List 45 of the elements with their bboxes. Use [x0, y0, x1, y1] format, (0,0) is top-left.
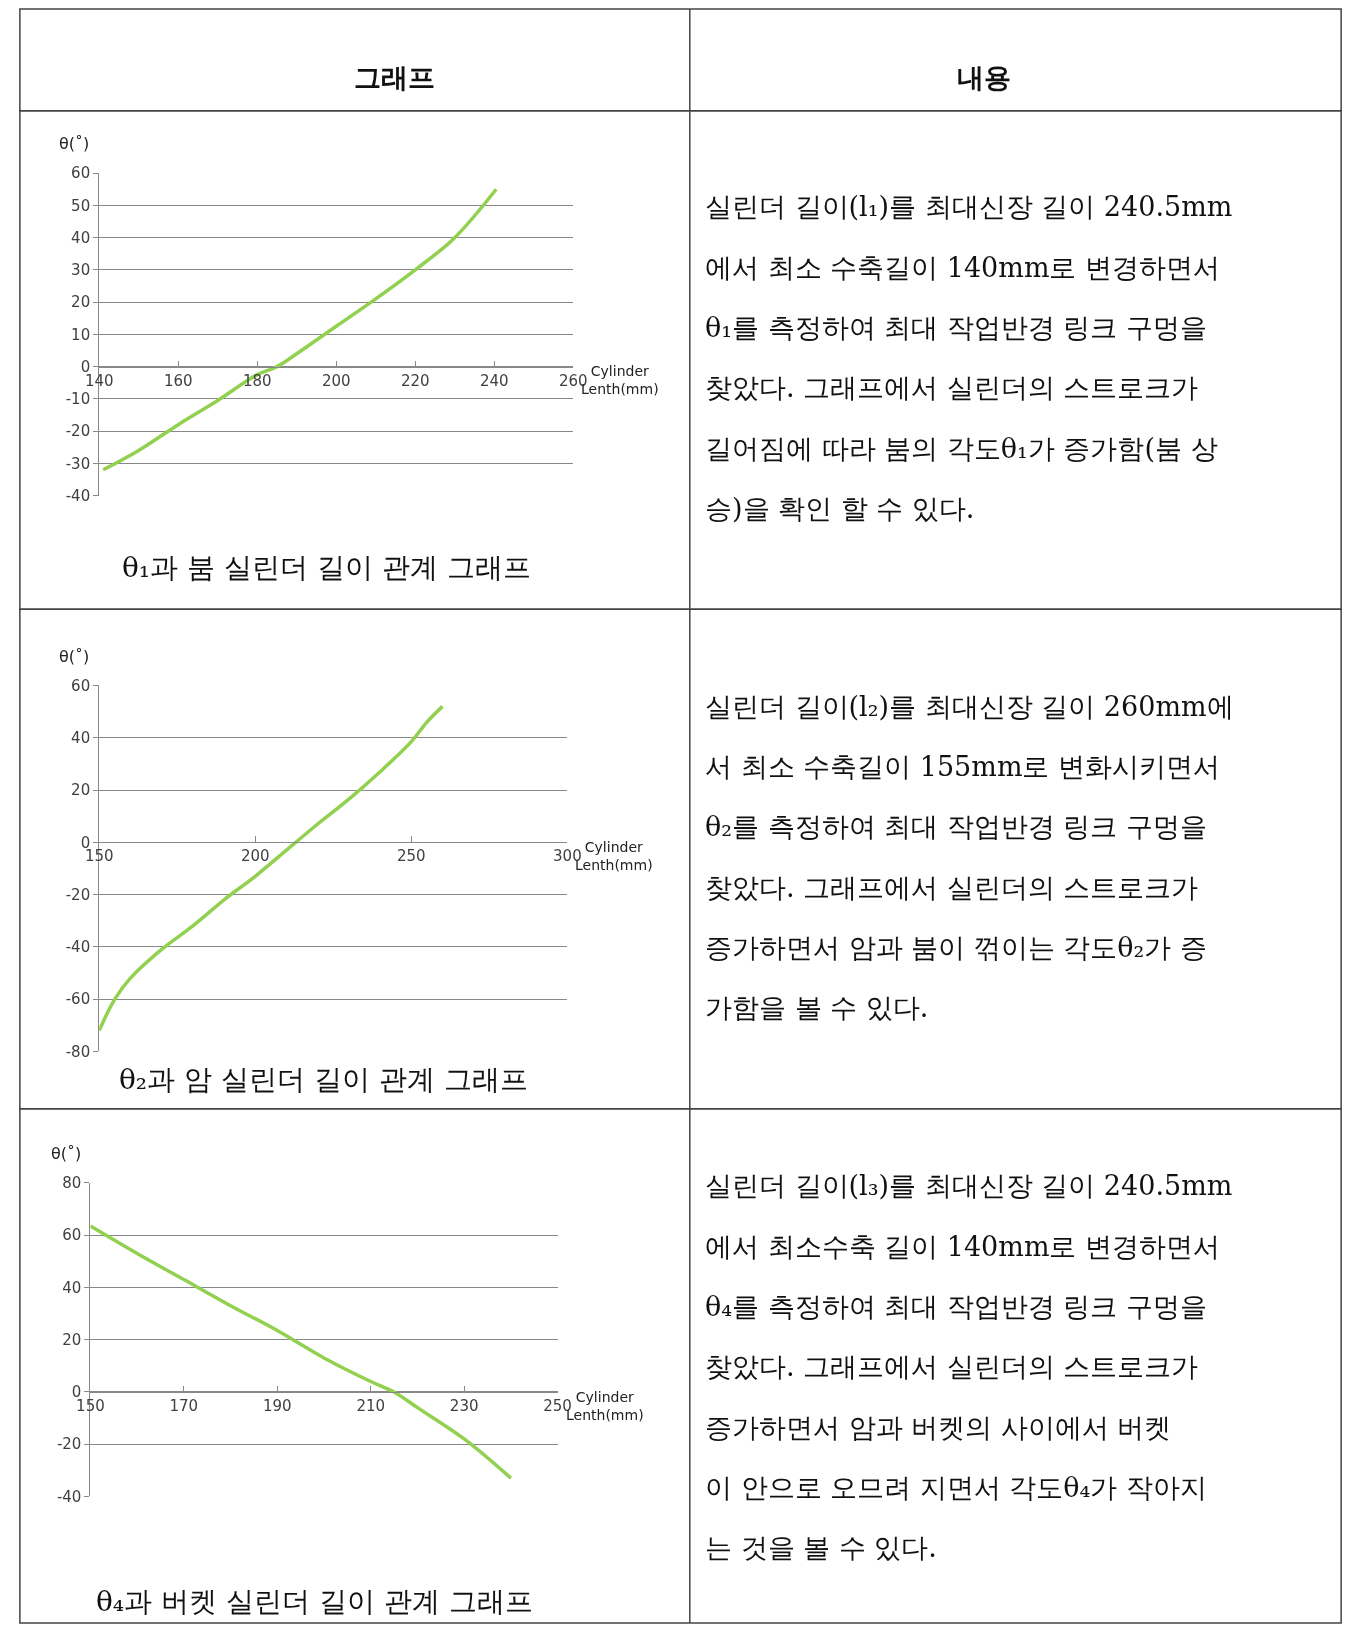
- y-tick-label: 20: [71, 293, 91, 312]
- x-tick-label: 180: [242, 371, 272, 390]
- x-tick-label: 200: [321, 371, 351, 390]
- x-tick-label: 200: [240, 847, 270, 866]
- text: θ₂과 암 실린더 길이 관계 그래프: [119, 1063, 528, 1096]
- y-axis-title: θ(˚): [51, 1144, 82, 1163]
- y-tick-label: -40: [65, 938, 91, 957]
- text: 내용: [957, 62, 1011, 93]
- y-tick-label: -60: [65, 990, 91, 1009]
- y-tick-label: 20: [71, 781, 91, 800]
- x-tick-label: 160: [163, 371, 193, 390]
- y-tick-label: 80: [62, 1174, 82, 1193]
- y-tick-label: -10: [65, 390, 91, 409]
- y-tick-label: 40: [71, 228, 91, 247]
- x-tick-label: 170: [169, 1396, 199, 1415]
- y-axis-title: θ(˚): [59, 134, 90, 153]
- x-tick-label: 210: [356, 1396, 386, 1415]
- y-tick-label: -40: [65, 486, 91, 505]
- text: θ₁과 붐 실린더 길이 관계 그래프: [122, 551, 531, 584]
- y-tick-label: 60: [62, 1226, 82, 1245]
- y-tick-label: -20: [56, 1435, 82, 1454]
- y-tick-label: -40: [56, 1487, 82, 1506]
- x-tick-label: 250: [397, 847, 426, 866]
- y-tick-label: 60: [71, 676, 91, 695]
- text: 실린더 길이(l₂)를 최대신장 길이 260mm에 서 최소 수축길이 155mm로 변화시키면서 θ₂를 측정하여 최대 작업반경 링크 구멍을 찾았다. 그래프에서 실린더의 스트로크가 증가하면서 암과 붐이 꺾이는 각도θ₂가 증 가함을 볼 수 있다.: [705, 691, 1234, 1023]
- text: 실린더 길이(l₁)를 최대신장 길이 240.5mm 에서 최소 수축길이 140mm로 변경하면서 θ₁를 측정하여 최대 작업반경 링크 구멍을 찾았다. 그래프에서 실린더의 스트로크가 길어짐에 따라 붐의 각도θ₁가 증가함(붐 상 승)을 확인 할 수 있다.: [705, 191, 1233, 524]
- y-tick-label: -80: [65, 1042, 91, 1061]
- y-tick-label: -20: [65, 422, 91, 441]
- x-tick-label: 220: [400, 371, 430, 390]
- y-tick-label: -20: [65, 885, 91, 904]
- y-tick-label: 30: [71, 261, 91, 280]
- y-tick-label: 40: [71, 728, 91, 747]
- x-tick-label: 190: [262, 1396, 292, 1415]
- y-tick-label: 10: [71, 325, 91, 344]
- y-tick-label: 50: [71, 196, 91, 215]
- y-axis-title: θ(˚): [59, 647, 90, 666]
- text: 그래프: [354, 62, 435, 93]
- y-tick-label: 40: [62, 1278, 82, 1297]
- y-tick-label: -30: [65, 454, 91, 473]
- text: 실린더 길이(l₃)를 최대신장 길이 240.5mm 에서 최소수축 길이 140mm로 변경하면서 θ₄를 측정하여 최대 작업반경 링크 구멍을 찾았다. 그래프에서 실린더의 스트로크가 증가하면서 암과 버켓의 사이에서 버켓 이 안으로 오므려 지면서 각도θ₄가 작아지 는 것을 볼 수 있다.: [705, 1170, 1233, 1563]
- text: θ₄과 버켓 실린더 길이 관계 그래프: [96, 1585, 533, 1618]
- y-tick-label: 20: [62, 1330, 82, 1349]
- x-tick-label: 230: [449, 1396, 479, 1415]
- x-tick-label: 240: [479, 371, 509, 390]
- y-tick-label: 60: [71, 164, 91, 183]
